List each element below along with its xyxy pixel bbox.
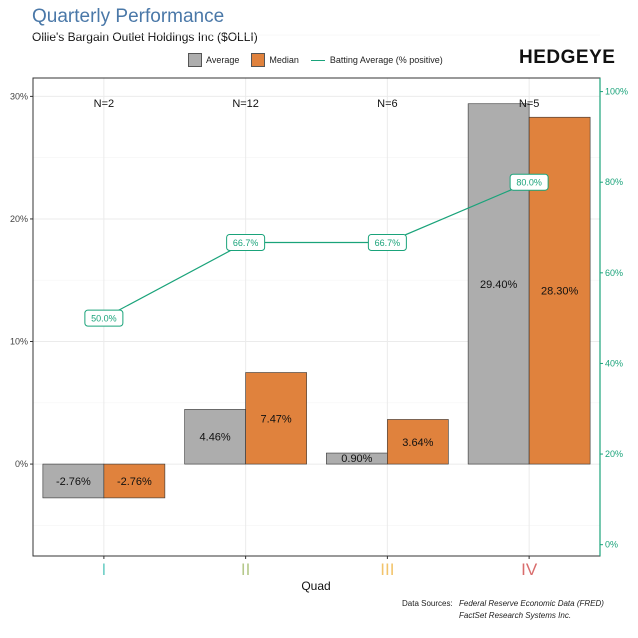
x-tick-label-quad-I: I	[102, 560, 107, 579]
x-tick-label-quad-III: III	[380, 560, 394, 579]
average-bar	[467, 103, 530, 465]
source-factset: FactSet Research Systems Inc.	[459, 611, 572, 620]
batting-average-polyline	[103, 181, 530, 319]
legend-average-label: Average	[206, 55, 240, 65]
source-fred: Federal Reserve Economic Data (FRED)	[459, 599, 604, 608]
y-right-tick-label: 80%	[605, 177, 623, 187]
average-value-label: 4.46%	[200, 432, 231, 444]
y-right-tick-label: 100%	[605, 87, 628, 97]
y-right-tick-label: 60%	[605, 268, 623, 278]
y-left-tick-label: 30%	[10, 91, 28, 101]
batting-line-swatch	[310, 59, 325, 61]
count-label: N=12	[232, 98, 259, 110]
count-label: N=6	[377, 98, 398, 110]
axes: 0%10%20%30%0%20%40%60%80%100%I II III IV	[10, 77, 628, 579]
batting-average-label: 50.0%	[91, 314, 117, 324]
average-swatch	[188, 53, 202, 67]
legend-item-average: Average	[188, 53, 239, 67]
chart-subtitle: Ollie's Bargain Outlet Holdings Inc ($OL…	[32, 30, 258, 44]
average-bar	[42, 463, 105, 499]
legend-batting-label: Batting Average (% positive)	[329, 55, 443, 65]
legend-item-median: Median	[251, 53, 299, 67]
y-left-tick-label: 0%	[15, 459, 28, 469]
batting-average-point	[509, 173, 549, 191]
y-left-tick-label: 20%	[10, 214, 28, 224]
median-value-label: 7.47%	[261, 413, 292, 425]
batting-average-point	[367, 233, 407, 251]
legend: Average Median Batting Average (% positi…	[188, 52, 455, 68]
median-swatch	[251, 53, 266, 67]
y-right-tick-label: 20%	[605, 449, 623, 459]
batting-average-label: 66.7%	[375, 238, 401, 248]
chart-title: Quarterly Performance	[32, 6, 225, 27]
data-labels: N=2 N=12 N=6 N=5 -2.76% 4.46% 0.90% 29.40% -2.76…	[56, 98, 579, 488]
batting-average-label: 80.0%	[516, 178, 542, 188]
brand-logo: HEDGEYE	[519, 47, 616, 68]
batting-average-label: 66.7%	[233, 238, 259, 248]
chart-canvas: 0%10%20%30%0%20%40%60%80%100%I II III IV 50…	[10, 34, 628, 593]
batting-average-point	[226, 233, 266, 251]
bars	[42, 103, 591, 499]
x-axis-title: Quad	[301, 579, 330, 593]
y-left-tick-label: 10%	[10, 337, 28, 347]
median-value-label: 28.30%	[541, 286, 579, 298]
median-bar	[387, 419, 449, 465]
median-value-label: 3.64%	[402, 437, 433, 449]
median-bar	[103, 463, 166, 499]
data-sources: Data Sources: Federal Reserve Economic Da…	[402, 599, 604, 620]
batting-average-line: 50.0% 66.7% 66.7% 80.0%	[84, 173, 549, 327]
median-value-label: -2.76%	[117, 476, 152, 488]
average-value-label: 0.90%	[341, 453, 372, 465]
average-bar	[184, 409, 246, 465]
batting-average-point	[84, 309, 124, 327]
count-label: N=2	[94, 98, 115, 110]
legend-median-label: Median	[269, 55, 299, 65]
x-tick-label-quad-II: II	[241, 560, 250, 579]
y-right-tick-label: 0%	[605, 540, 618, 550]
average-value-label: 29.40%	[480, 279, 518, 291]
y-right-tick-label: 40%	[605, 358, 623, 368]
legend-item-batting: Batting Average (% positive)	[310, 55, 443, 65]
count-label: N=5	[519, 98, 540, 110]
average-value-label: -2.76%	[56, 476, 91, 488]
sources-label: Data Sources:	[402, 599, 453, 608]
x-tick-label-quad-IV: IV	[521, 560, 538, 579]
median-bar	[245, 372, 307, 465]
